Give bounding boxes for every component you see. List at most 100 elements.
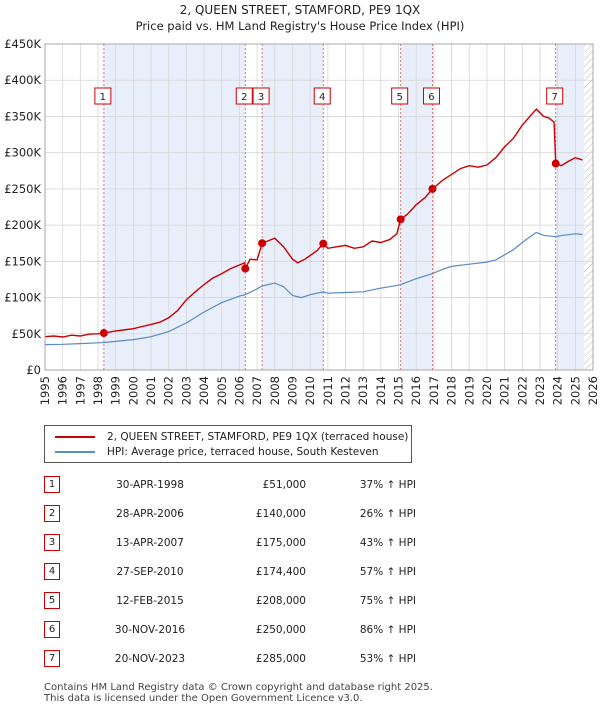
x-tick-label: 2022	[515, 376, 529, 405]
x-tick-label: 2008	[268, 376, 282, 405]
sale-hpi-change: 86% ↑ HPI	[359, 623, 416, 636]
x-tick-label: 2011	[321, 376, 335, 405]
x-tick-label: 2004	[197, 376, 211, 405]
sale-point	[258, 239, 267, 248]
sale-number: 2	[44, 505, 60, 522]
sale-price: £51,000	[262, 478, 306, 491]
y-tick-label: £450K	[4, 37, 41, 51]
x-tick-label: 2017	[427, 376, 441, 405]
sale-date: 13-APR-2007	[116, 536, 184, 549]
x-tick-label: 1998	[91, 376, 105, 405]
sale-number-label: 4	[319, 92, 325, 103]
sale-number-box	[391, 87, 409, 105]
y-tick-label: £300K	[4, 146, 41, 160]
chart-subtitle: Price paid vs. HM Land Registry's House …	[136, 19, 465, 33]
table-row: 3 13-APR-2007 £175,000 43% ↑ HPI	[44, 528, 416, 557]
y-tick-label: £250K	[4, 182, 41, 196]
x-tick-label: 2013	[356, 376, 370, 405]
sale-number-label: 2	[241, 92, 247, 103]
sale-hpi-change: 75% ↑ HPI	[359, 594, 416, 607]
sale-number: 6	[44, 621, 60, 638]
legend-label-hpi: HPI: Average price, terraced house, Sout…	[107, 446, 379, 458]
sale-date: 27-SEP-2010	[116, 565, 184, 578]
table-row: 2 28-APR-2006 £140,000 26% ↑ HPI	[44, 499, 416, 528]
sale-number: 5	[44, 592, 60, 609]
sale-number-box	[235, 87, 253, 105]
table-row: 7 20-NOV-2023 £285,000 53% ↑ HPI	[44, 644, 416, 673]
table-row: 6 30-NOV-2016 £250,000 86% ↑ HPI	[44, 615, 416, 644]
footer-copyright: Contains HM Land Registry data © Crown c…	[44, 682, 433, 693]
x-tick-label: 1995	[38, 376, 52, 405]
sale-date: 28-APR-2006	[116, 507, 184, 520]
x-tick-label: 2018	[445, 376, 459, 405]
sale-point	[99, 329, 108, 338]
sale-hpi-change: 37% ↑ HPI	[359, 478, 416, 491]
y-tick-label: £100K	[4, 291, 41, 305]
sale-price: £175,000	[255, 536, 306, 549]
sale-price: £208,000	[255, 594, 306, 607]
chart-title: 2, QUEEN STREET, STAMFORD, PE9 1QX	[180, 3, 421, 17]
sale-number-label: 5	[396, 92, 402, 103]
sale-number: 4	[44, 563, 60, 580]
sale-date: 30-NOV-2016	[114, 623, 186, 636]
sale-price: £285,000	[255, 652, 306, 665]
sale-point	[551, 159, 560, 168]
x-tick-label: 1999	[109, 376, 123, 405]
legend-swatch-property	[55, 436, 95, 438]
x-tick-label: 2025	[568, 376, 582, 405]
x-tick-label: 2005	[215, 376, 229, 405]
hpi-line	[44, 231, 583, 346]
y-tick-label: £0	[26, 363, 41, 377]
y-tick-label: £400K	[4, 73, 41, 87]
x-tick-label: 2019	[462, 376, 476, 405]
sales-table: 1 30-APR-1998 £51,000 37% ↑ HPI 2 28-APR…	[44, 470, 416, 673]
x-tick-label: 2002	[162, 376, 176, 405]
sale-number: 7	[44, 650, 60, 667]
x-tick-label: 2021	[498, 376, 512, 405]
x-tick-label: 2010	[303, 376, 317, 405]
legend-label-property: 2, QUEEN STREET, STAMFORD, PE9 1QX (terr…	[107, 431, 409, 443]
x-tick-label: 2023	[533, 376, 547, 405]
sale-price: £174,400	[255, 565, 306, 578]
y-tick-label: £350K	[4, 109, 41, 123]
x-tick-label: 2000	[126, 376, 140, 405]
sale-number: 1	[44, 476, 60, 493]
sale-point	[241, 264, 250, 273]
x-tick-label: 2006	[232, 376, 246, 405]
x-tick-label: 1996	[56, 376, 70, 405]
x-tick-label: 2016	[409, 376, 423, 405]
sale-point	[428, 184, 437, 193]
y-tick-label: £50K	[12, 327, 42, 341]
x-tick-label: 2007	[250, 376, 264, 405]
sale-number-box	[252, 87, 270, 105]
future-hatch	[584, 44, 593, 370]
sale-hpi-change: 53% ↑ HPI	[359, 652, 416, 665]
x-tick-label: 2012	[339, 376, 353, 405]
table-row: 5 12-FEB-2015 £208,000 75% ↑ HPI	[44, 586, 416, 615]
sale-number-box	[546, 87, 564, 105]
legend: 2, QUEEN STREET, STAMFORD, PE9 1QX (terr…	[44, 425, 412, 463]
x-tick-label: 2001	[144, 376, 158, 405]
sale-hpi-change: 43% ↑ HPI	[359, 536, 416, 549]
sale-price: £140,000	[255, 507, 306, 520]
shaded-period	[103, 44, 246, 370]
footer: Contains HM Land Registry data © Crown c…	[44, 682, 433, 704]
price-chart: 2, QUEEN STREET, STAMFORD, PE9 1QX Price…	[4, 3, 600, 405]
table-row: 4 27-SEP-2010 £174,400 57% ↑ HPI	[44, 557, 416, 586]
y-tick-label: £200K	[4, 218, 41, 232]
price-paid-line	[44, 108, 583, 338]
sale-number-box	[313, 87, 331, 105]
sale-date: 12-FEB-2015	[116, 594, 184, 607]
sale-number: 3	[44, 534, 60, 551]
sale-number-label: 7	[552, 92, 558, 103]
sale-point	[319, 239, 328, 248]
sale-date: 30-APR-1998	[116, 478, 184, 491]
legend-swatch-hpi	[55, 451, 95, 453]
table-row: 1 30-APR-1998 £51,000 37% ↑ HPI	[44, 470, 416, 499]
sale-hpi-change: 57% ↑ HPI	[359, 565, 416, 578]
sale-point	[396, 215, 405, 224]
x-tick-label: 2020	[480, 376, 494, 405]
sale-number-box	[94, 87, 112, 105]
x-tick-label: 2009	[285, 376, 299, 405]
y-tick-label: £150K	[4, 254, 41, 268]
